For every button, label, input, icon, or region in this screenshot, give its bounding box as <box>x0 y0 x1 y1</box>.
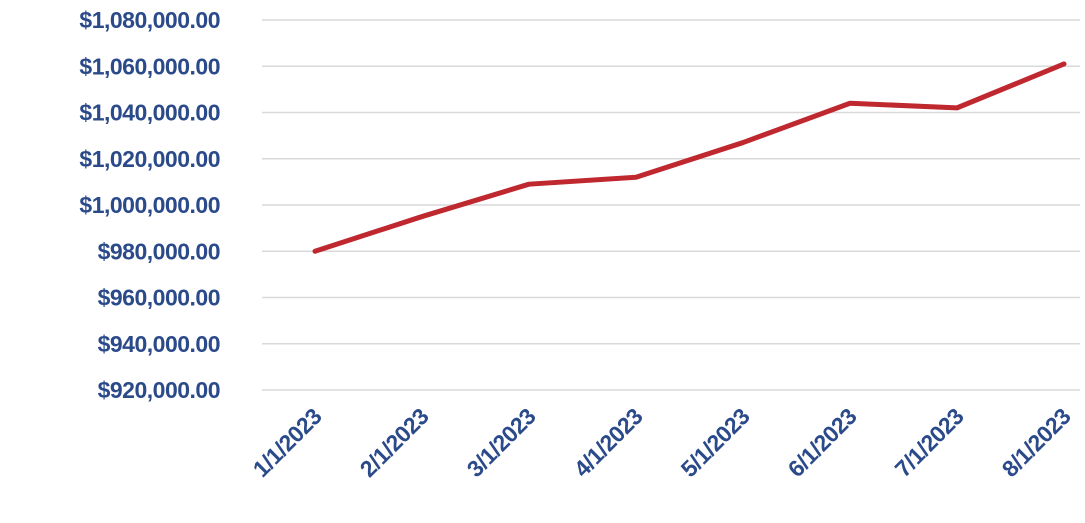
x-tick-label: 7/1/2023 <box>890 403 969 482</box>
x-tick-label: 4/1/2023 <box>569 403 648 482</box>
y-tick-label: $1,020,000.00 <box>79 146 220 172</box>
x-tick-label: 8/1/2023 <box>997 403 1076 482</box>
x-tick-label: 1/1/2023 <box>248 403 327 482</box>
x-tick-label: 3/1/2023 <box>462 403 541 482</box>
y-tick-label: $980,000.00 <box>98 238 220 264</box>
y-tick-label: $1,040,000.00 <box>79 100 220 126</box>
x-tick-label: 5/1/2023 <box>676 403 755 482</box>
y-tick-label: $1,000,000.00 <box>79 192 220 218</box>
y-axis-tick-labels: $920,000.00 $940,000.00 $960,000.00 $980,00… <box>79 7 220 403</box>
y-tick-label: $920,000.00 <box>98 377 220 403</box>
series-layer <box>312 61 1067 254</box>
x-tick-label: 6/1/2023 <box>783 403 862 482</box>
y-tick-label: $1,060,000.00 <box>79 53 220 79</box>
x-axis-tick-labels: 1/1/2023 2/1/2023 3/1/2023 4/1/2023 5/1/2023… <box>248 403 1076 482</box>
y-tick-label: $940,000.00 <box>98 331 220 357</box>
x-tick-label: 2/1/2023 <box>355 403 434 482</box>
series-line <box>312 61 1067 254</box>
gridlines <box>262 19 1080 391</box>
y-tick-label: $1,080,000.00 <box>79 7 220 33</box>
y-tick-label: $960,000.00 <box>98 285 220 311</box>
